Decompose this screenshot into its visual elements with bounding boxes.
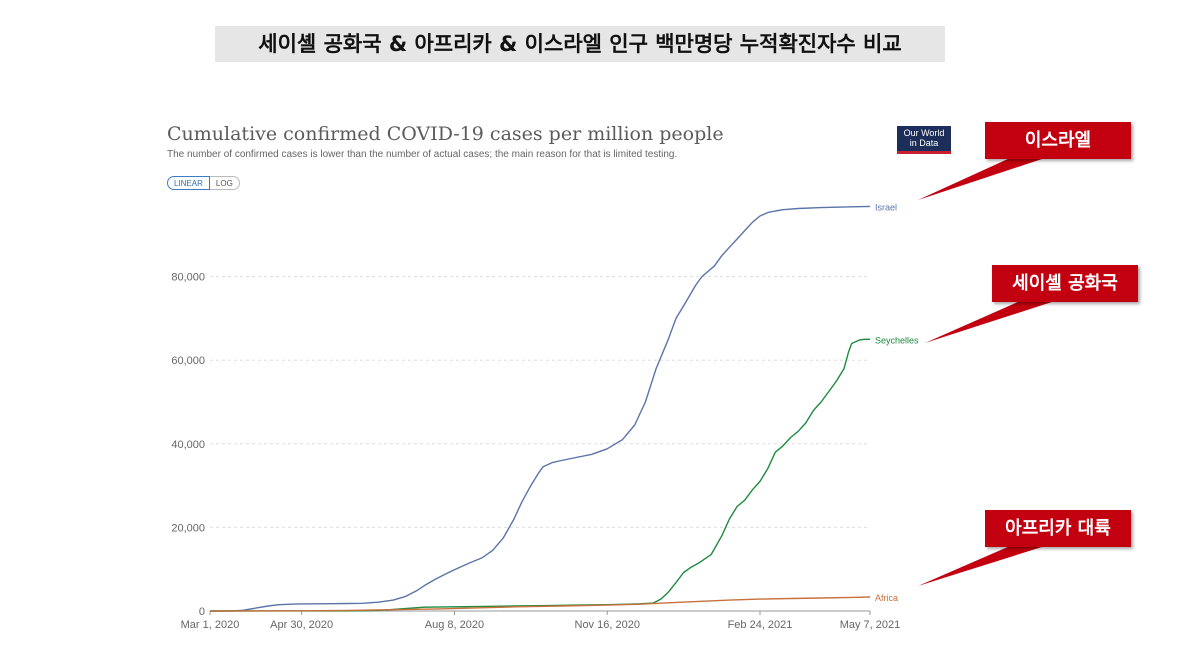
series-line-africa xyxy=(209,596,871,612)
x-tick-label: May 7, 2021 xyxy=(840,619,901,631)
y-tick-label: 0 xyxy=(199,606,205,618)
series-line-israel xyxy=(209,205,871,612)
x-tick-label: Mar 1, 2020 xyxy=(181,619,240,631)
y-tick-label: 20,000 xyxy=(171,522,205,534)
log-scale-button[interactable]: LOG xyxy=(209,176,240,190)
chart-title: Cumulative confirmed COVID-19 cases per … xyxy=(167,123,724,145)
y-tick-label: 80,000 xyxy=(171,272,205,284)
owid-logo-line1: Our World xyxy=(903,128,945,138)
callout-pointer-seychelles xyxy=(925,301,1055,343)
callout-seychelles: 세이셸 공화국 xyxy=(992,265,1138,302)
series-label-africa: Africa xyxy=(875,593,898,603)
x-tick-label: Aug 8, 2020 xyxy=(425,619,484,631)
y-tick-label: 60,000 xyxy=(171,355,205,367)
x-tick-label: Apr 30, 2020 xyxy=(270,619,333,631)
x-tick-label: Feb 24, 2021 xyxy=(728,619,793,631)
series-label-israel: Israel xyxy=(875,202,897,212)
x-tick-label: Nov 16, 2020 xyxy=(575,619,640,631)
linear-scale-button[interactable]: LINEAR xyxy=(167,176,210,190)
scale-toggle: LINEAR LOG xyxy=(167,176,240,190)
callout-pointer-africa xyxy=(918,546,1045,586)
y-tick-label: 40,000 xyxy=(171,439,205,451)
chart-subtitle: The number of confirmed cases is lower t… xyxy=(167,149,678,160)
owid-logo-line2: in Data xyxy=(909,138,939,148)
callout-africa: 아프리카 대륙 xyxy=(985,510,1131,547)
series-line-seychelles xyxy=(209,338,870,612)
owid-logo[interactable]: Our World in Data xyxy=(897,126,951,154)
korean-title-banner: 세이셸 공화국 & 아프리카 & 이스라엘 인구 백만명당 누적확진자수 비교 xyxy=(215,26,945,62)
series-label-seychelles: Seychelles xyxy=(875,335,919,345)
callout-pointer-israel xyxy=(918,158,1045,200)
callout-israel: 이스라엘 xyxy=(985,122,1131,159)
